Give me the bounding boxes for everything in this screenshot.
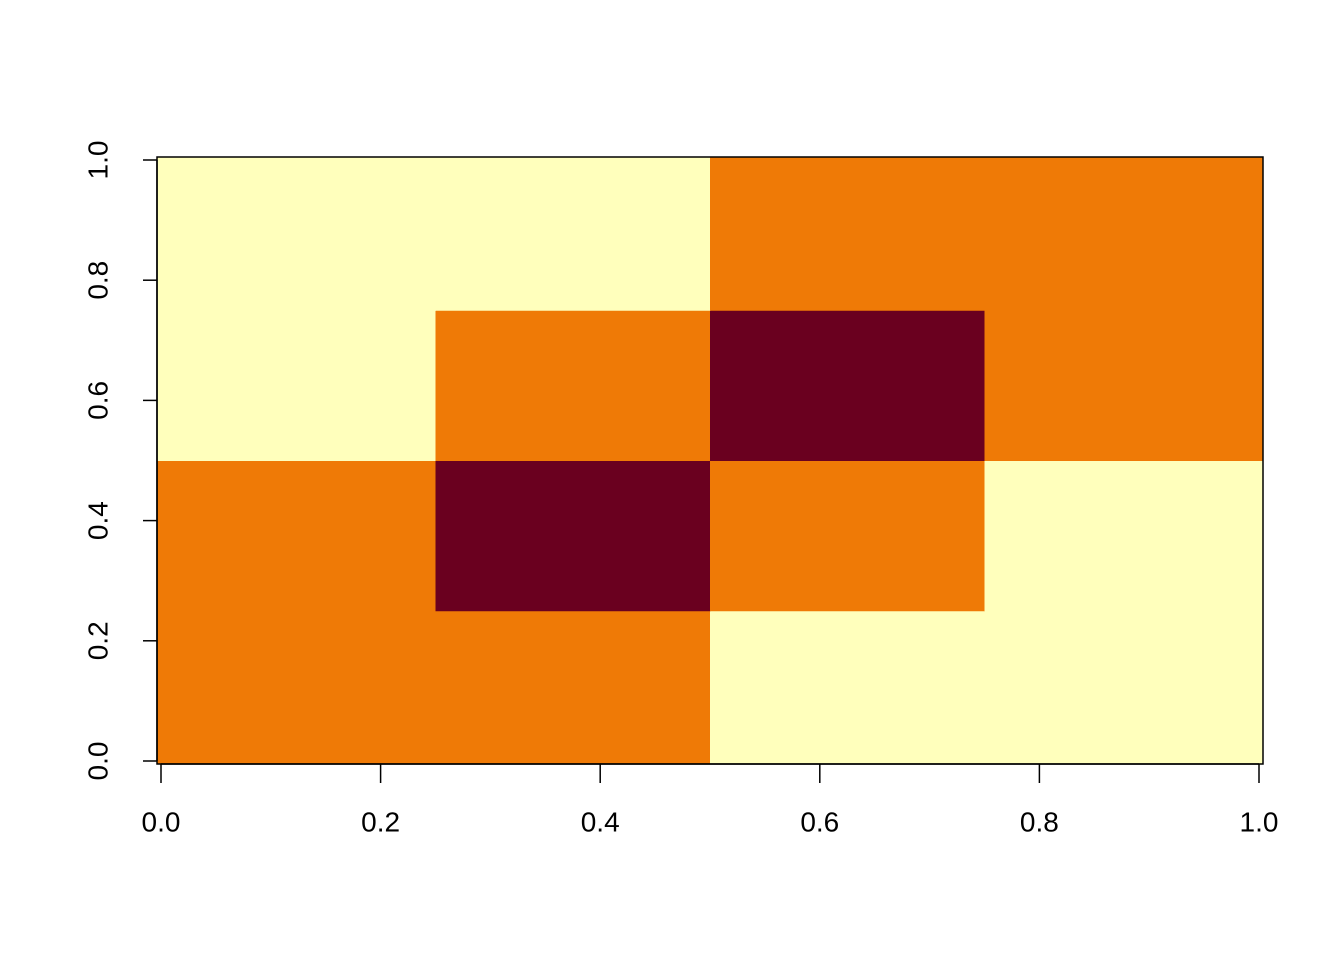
- heatmap-cell: [157, 610, 436, 765]
- heatmap-cell: [984, 610, 1264, 765]
- y-tick-label: 0.4: [82, 501, 113, 540]
- heatmap-cell: [157, 310, 436, 461]
- x-tick-label: 0.8: [1020, 806, 1059, 837]
- y-tick-label: 1.0: [82, 141, 113, 180]
- heatmap-cells: [157, 157, 1264, 765]
- heatmap-cell: [435, 157, 711, 311]
- heatmap-cell: [984, 460, 1264, 612]
- heatmap-cell: [157, 157, 436, 311]
- heatmap-cell: [710, 310, 985, 461]
- x-tick-label: 1.0: [1240, 806, 1279, 837]
- heatmap-cell: [435, 610, 711, 765]
- heatmap-cell: [435, 310, 711, 461]
- heatmap-cell: [435, 460, 711, 612]
- heatmap-cell: [710, 610, 985, 765]
- y-tick-label: 0.0: [82, 742, 113, 781]
- y-tick-label: 0.2: [82, 621, 113, 660]
- heatmap-cell: [984, 157, 1264, 311]
- x-tick-label: 0.6: [800, 806, 839, 837]
- y-tick-label: 0.8: [82, 261, 113, 300]
- x-tick-label: 0.2: [361, 806, 400, 837]
- heatmap-cell: [157, 460, 436, 612]
- x-tick-label: 0.0: [142, 806, 181, 837]
- heatmap-cell: [710, 460, 985, 612]
- heatmap-cell: [984, 310, 1264, 461]
- x-tick-label: 0.4: [581, 806, 620, 837]
- y-tick-label: 0.6: [82, 381, 113, 420]
- heatmap-cell: [710, 157, 985, 311]
